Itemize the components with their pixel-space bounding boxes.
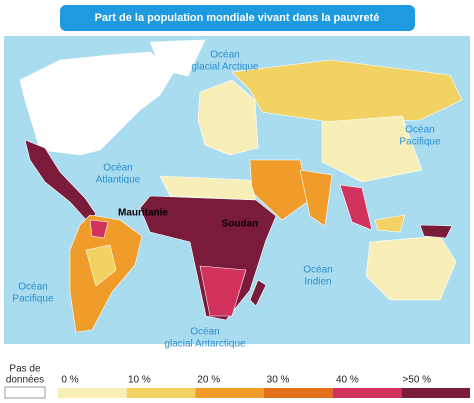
legend-swatch (401, 388, 470, 398)
china (321, 115, 423, 183)
southern-africa (199, 265, 247, 317)
title: Part de la population mondiale vivant da… (95, 12, 380, 24)
ocean-label: Océan (405, 125, 434, 136)
legend-tick: 40 % (336, 375, 359, 386)
legend-tick: 20 % (197, 375, 220, 386)
india (299, 169, 333, 227)
ocean-label: Atlantique (96, 175, 141, 186)
legend-label: Pas de (9, 364, 41, 375)
legend-label: données (6, 375, 44, 386)
madagascar (249, 279, 267, 307)
ocean-label: Océan (210, 50, 239, 61)
ocean-label: Océan (103, 163, 132, 174)
map (19, 39, 463, 333)
legend-swatch (264, 388, 333, 398)
ocean-label: Indien (304, 277, 331, 288)
africa (139, 195, 277, 321)
ocean-label: glacial Antarctique (164, 339, 246, 350)
greenland (149, 39, 206, 77)
legend-swatch (58, 388, 127, 398)
legend-swatch (332, 388, 402, 398)
venezuela (89, 219, 109, 239)
southeast-asia (339, 184, 373, 231)
europe (197, 79, 259, 156)
legend-tick: >50 % (402, 375, 431, 386)
legend-swatch (195, 388, 264, 398)
ocean-label: glacial Arctique (191, 62, 259, 73)
ocean-label: Océan (303, 265, 332, 276)
legend-swatch (126, 388, 196, 398)
ocean-label: Océan (190, 327, 219, 338)
country-label: Mauritanie (118, 208, 168, 219)
legend-tick: 0 % (61, 375, 78, 386)
country-label: Soudan (222, 219, 259, 230)
legend-tick: 30 % (267, 375, 290, 386)
brazil (85, 244, 117, 287)
no-data-box (4, 386, 46, 399)
ocean-label: Pacifique (12, 294, 54, 305)
north-africa (159, 175, 257, 201)
ocean-label: Océan (18, 282, 47, 293)
russia (231, 59, 463, 123)
legend-tick: 10 % (128, 375, 151, 386)
new-guinea (419, 224, 453, 239)
indonesia (374, 214, 406, 233)
ocean-label: Pacifique (399, 137, 441, 148)
title-banner (60, 5, 415, 31)
